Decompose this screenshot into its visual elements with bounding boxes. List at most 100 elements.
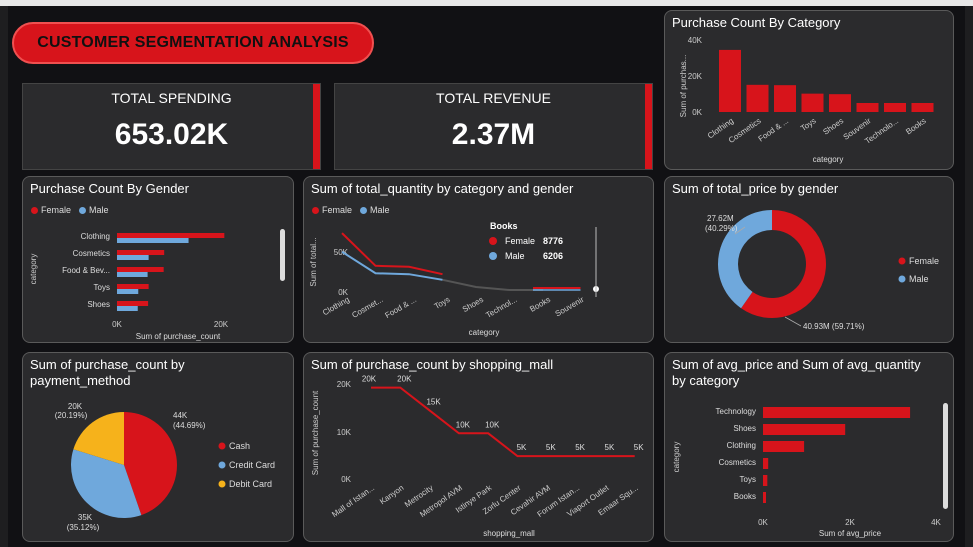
- x-tick: Clothing: [321, 295, 351, 317]
- bar-female: [117, 284, 149, 289]
- y-tick: 10K: [337, 428, 352, 437]
- kpi-accent-bar: [645, 84, 652, 169]
- x-tick: Cosmet...: [350, 295, 384, 320]
- slice-debit-card: [73, 412, 124, 465]
- chart-avg-price-quantity-by-category[interactable]: Sum of avg_price and Sum of avg_quantity…: [664, 352, 954, 542]
- slice-label-debit-pct: (20.19%): [55, 411, 88, 420]
- chart-purchase-count-by-payment-method[interactable]: Sum of purchase_count by payment_method 4…: [22, 352, 294, 542]
- y-axis-label: Sum of purchase_count: [311, 390, 320, 475]
- data-label: 5K: [546, 443, 556, 452]
- y-tick: Shoes: [733, 424, 756, 433]
- bar-female: [117, 301, 149, 306]
- kpi-total-spending[interactable]: TOTAL SPENDING 653.02K: [22, 83, 321, 170]
- bar: [763, 424, 846, 435]
- x-tick: Toys: [799, 116, 818, 133]
- legend-dot: [218, 480, 226, 488]
- bar: [801, 93, 824, 112]
- dashboard-title-banner: CUSTOMER SEGMENTATION ANALYSIS: [12, 22, 374, 64]
- legend-label: Female: [41, 205, 72, 215]
- x-tick: Mall of Istan...: [330, 483, 376, 519]
- x-tick: Technol...: [484, 295, 518, 320]
- x-tick: Souvenir: [554, 295, 586, 319]
- tooltip-value: 8776: [543, 236, 564, 246]
- bar: [829, 94, 851, 112]
- bar-male: [117, 238, 189, 243]
- x-axis-label: category: [813, 155, 844, 164]
- line-series: [371, 386, 635, 458]
- data-label: 20K: [362, 375, 377, 384]
- legend-dot-male: [898, 275, 906, 283]
- bar: [763, 458, 769, 469]
- legend-item-male[interactable]: Male: [79, 205, 109, 215]
- y-tick: 0K: [338, 288, 348, 297]
- scrollbar-thumb[interactable]: [280, 229, 285, 281]
- slice-label-male-pct: (40.29%): [705, 224, 738, 233]
- chart-svg: Sum of purchas... 40K 20K 0K ClothingCos…: [679, 36, 934, 164]
- tooltip-row-female: Female 8776: [486, 236, 582, 246]
- chart-title-line: Sum of avg_price and Sum of avg_quantity: [672, 357, 921, 372]
- chart-svg: 44K (44.69%) 20K (20.19%) 35K (35.12%) C…: [55, 402, 275, 532]
- chart-svg: Sum of total... 50K 0K Clothing Cosmet...…: [309, 227, 599, 337]
- x-tick: Books: [904, 116, 927, 136]
- y-tick: Shoes: [87, 300, 110, 309]
- y-tick: Cosmetics: [719, 458, 756, 467]
- bar-male: [117, 306, 138, 311]
- tooltip-label: Male: [505, 251, 525, 261]
- chart-legend: Female Male: [312, 205, 390, 215]
- bar: [763, 475, 768, 486]
- legend-label: Credit Card: [229, 460, 275, 470]
- chart-title: Purchase Count By Category: [672, 15, 841, 30]
- legend-label-male[interactable]: Male: [909, 274, 929, 284]
- y-tick: 0K: [341, 475, 351, 484]
- scrollbar-thumb[interactable]: [943, 403, 948, 509]
- slice-label-cash-pct: (44.69%): [173, 421, 206, 430]
- legend-item-female[interactable]: Female: [31, 205, 71, 215]
- tooltip-dot: [489, 237, 497, 245]
- legend-item-male[interactable]: Male: [360, 205, 390, 215]
- chart-title-line: Sum of purchase_count by: [30, 357, 185, 372]
- dashboard-title: CUSTOMER SEGMENTATION ANALYSIS: [37, 34, 349, 51]
- legend-dot: [360, 207, 368, 215]
- kpi-value: 2.37M: [451, 118, 536, 151]
- bar-female: [117, 267, 164, 272]
- chart-title-line: by category: [672, 373, 740, 388]
- leader-line: [734, 226, 746, 235]
- line-female: [341, 232, 443, 276]
- x-tick: Shoes: [461, 295, 485, 314]
- slice-label-female: 40.93M (59.71%): [803, 322, 865, 331]
- kpi-total-revenue[interactable]: TOTAL REVENUE 2.37M: [334, 83, 653, 170]
- legend-label-female[interactable]: Female: [909, 256, 939, 266]
- chart-svg: Sum of purchase_count 20K 10K 0K 20K 20K 1…: [311, 375, 644, 538]
- y-tick: Food & Bev...: [62, 266, 110, 275]
- slice-label-cash: 44K: [173, 411, 188, 420]
- slice-male: [718, 210, 772, 309]
- bar-male: [117, 272, 148, 277]
- chart-purchase-count-by-category[interactable]: Purchase Count By Category Sum of purcha…: [664, 10, 954, 170]
- legend-label: Debit Card: [229, 479, 272, 489]
- chart-title: Purchase Count By Gender: [30, 181, 189, 196]
- legend-item-female[interactable]: Female: [312, 205, 352, 215]
- bar: [763, 441, 805, 452]
- y-tick: Clothing: [81, 232, 110, 241]
- y-tick: 40K: [688, 36, 703, 45]
- legend-label: Male: [370, 205, 390, 215]
- chart-legend: Female Male: [31, 205, 109, 215]
- bar: [856, 103, 879, 112]
- bar-female: [117, 250, 165, 255]
- chart-svg: category Technology Shoes Clothing Cosmetic…: [672, 407, 942, 538]
- chart-total-price-by-gender[interactable]: Sum of total_price by gender 27.62M (40.…: [664, 176, 954, 343]
- slice-label-debit: 20K: [68, 402, 83, 411]
- chart-purchase-count-by-shopping-mall[interactable]: Sum of purchase_count by shopping_mall S…: [303, 352, 654, 542]
- chart-purchase-count-by-gender[interactable]: Purchase Count By Gender Female Male cat…: [22, 176, 294, 343]
- x-tick: 0K: [112, 320, 122, 329]
- slice-label-credit-pct: (35.12%): [67, 523, 100, 532]
- y-tick: 20K: [337, 380, 352, 389]
- data-label: 5K: [575, 443, 585, 452]
- chart-total-quantity-by-category-gender[interactable]: Sum of total_quantity by category and ge…: [303, 176, 654, 343]
- chart-svg: 27.62M (40.29%) 40.93M (59.71%) Female M…: [705, 210, 939, 331]
- x-tick: Food & ...: [383, 295, 418, 320]
- leader-line: [784, 316, 802, 327]
- line-faded: [442, 278, 543, 291]
- slice-label-male: 27.62M: [707, 214, 734, 223]
- kpi-value: 653.02K: [114, 118, 229, 151]
